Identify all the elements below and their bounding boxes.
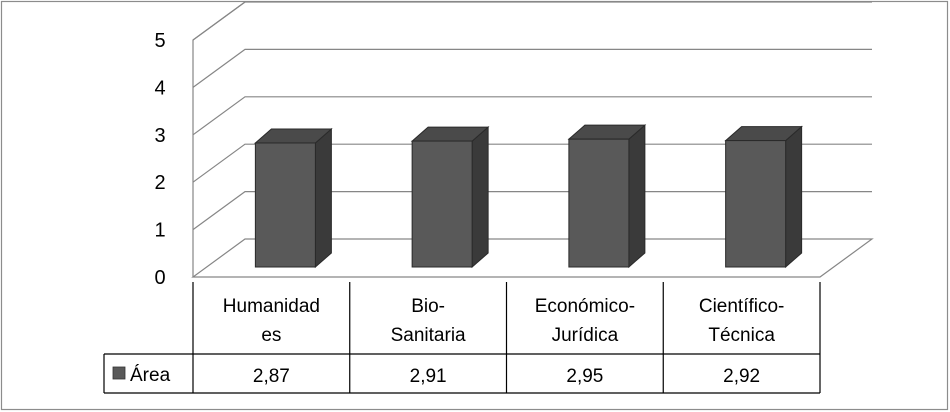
legend-key <box>112 366 126 380</box>
gridlines <box>192 1 872 231</box>
bar-side <box>314 127 332 269</box>
gridline <box>192 96 872 136</box>
x-tick-label-line-1: Humanidad <box>223 296 320 317</box>
bar <box>567 124 647 269</box>
bar-front <box>411 140 473 268</box>
bar-front <box>254 142 316 268</box>
y-tick-label: 2 <box>154 172 165 194</box>
bar <box>410 125 490 269</box>
bar-front <box>568 138 630 268</box>
bars <box>254 124 803 269</box>
y-tick-label: 3 <box>154 125 165 147</box>
y-tick-label: 4 <box>154 77 165 99</box>
floor <box>191 238 874 278</box>
data-table: Humanidad es Bio- Sanitaria Económico- Jurídi… <box>103 282 821 394</box>
x-tick-label-line-1: Científico- <box>699 296 785 317</box>
gridline <box>192 191 872 231</box>
x-tick-label-line-1: Económico- <box>535 296 635 317</box>
x-tick-label-line-2: Sanitaria <box>391 325 466 346</box>
gridline <box>192 143 872 183</box>
gridline <box>192 48 872 88</box>
legend-label: Área <box>130 365 171 386</box>
x-tick-label-line-1: Bio- <box>411 296 445 317</box>
x-tick-label-line-2: es <box>261 325 281 346</box>
y-tick-label: 5 <box>154 30 165 52</box>
bar <box>724 125 803 269</box>
gridline <box>192 1 872 41</box>
bar-side <box>471 125 489 269</box>
y-tick-label: 0 <box>154 267 165 289</box>
bar-front <box>725 140 787 268</box>
x-tick-label-line-2: Técnica <box>708 325 775 346</box>
data-label: 2,91 <box>410 366 447 387</box>
bar-side <box>628 124 646 269</box>
bar <box>254 127 333 269</box>
data-label: 2,95 <box>566 366 603 387</box>
y-tick-label: 1 <box>154 220 165 242</box>
y-axis-ticks: 0 1 2 3 4 5 <box>154 30 165 289</box>
data-label: 2,92 <box>723 366 760 387</box>
bar-side <box>785 125 803 269</box>
x-tick-label-line-2: Jurídica <box>552 325 619 346</box>
data-label: 2,87 <box>253 366 290 387</box>
